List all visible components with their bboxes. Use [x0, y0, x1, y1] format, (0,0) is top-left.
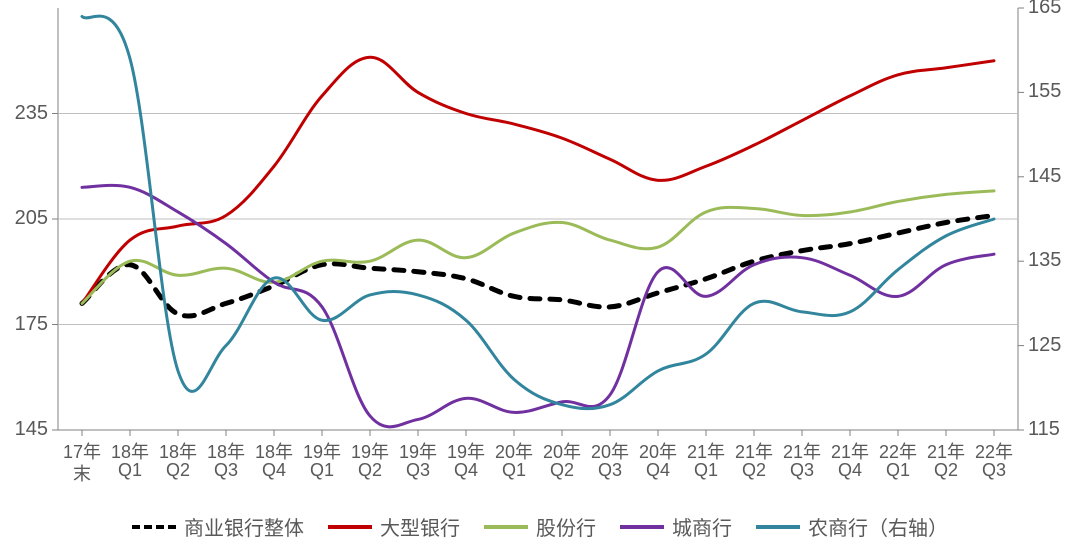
y-left-tick-label: 205: [15, 207, 48, 230]
y-right-tick-label: 145: [1028, 165, 1061, 188]
x-tick-label: Q4: [262, 460, 286, 481]
x-tick-label: Q3: [598, 460, 622, 481]
legend-item: 股份行: [484, 512, 596, 541]
x-tick-label: Q3: [790, 460, 814, 481]
x-tick-label: Q4: [646, 460, 670, 481]
x-tick-label: 末: [73, 460, 91, 486]
x-tick-label: Q1: [694, 460, 718, 481]
x-tick-label: Q1: [886, 460, 910, 481]
legend-swatch: [132, 525, 176, 529]
legend-swatch: [328, 525, 372, 529]
x-tick-label: Q2: [550, 460, 574, 481]
y-right-tick-label: 165: [1028, 0, 1061, 19]
y-left-tick-label: 235: [15, 102, 48, 125]
legend-item: 城商行: [620, 512, 732, 541]
x-tick-label: Q1: [310, 460, 334, 481]
legend-label: 股份行: [536, 512, 596, 541]
x-tick-label: Q2: [166, 460, 190, 481]
y-right-tick-label: 155: [1028, 80, 1061, 103]
chart-legend: 商业银行整体 大型银行 股份行 城商行 农商行（右轴）: [132, 512, 948, 541]
y-right-tick-label: 115: [1028, 418, 1060, 441]
x-tick-label: Q1: [118, 460, 142, 481]
x-tick-label: Q3: [982, 460, 1006, 481]
series-line: [82, 57, 994, 303]
legend-label: 城商行: [672, 512, 732, 541]
x-tick-label: Q3: [214, 460, 238, 481]
x-tick-label: Q4: [838, 460, 862, 481]
legend-item: 商业银行整体: [132, 512, 304, 541]
y-left-tick-label: 145: [15, 418, 48, 441]
chart-svg: [0, 0, 1080, 551]
legend-swatch: [756, 525, 800, 529]
x-tick-label: Q2: [358, 460, 382, 481]
legend-swatch: [620, 525, 664, 529]
y-left-tick-label: 175: [15, 313, 48, 336]
legend-item: 农商行（右轴）: [756, 512, 948, 541]
series-line: [82, 191, 994, 304]
x-tick-label: Q2: [934, 460, 958, 481]
series-line: [82, 16, 994, 409]
legend-swatch: [484, 525, 528, 529]
x-tick-label: Q1: [502, 460, 526, 481]
x-tick-label: Q4: [454, 460, 478, 481]
line-chart: 14517520523511512513514515516517年末18年Q11…: [0, 0, 1080, 551]
series-line: [82, 215, 994, 316]
y-right-tick-label: 125: [1028, 334, 1061, 357]
y-right-tick-label: 135: [1028, 249, 1061, 272]
legend-label: 商业银行整体: [184, 512, 304, 541]
x-tick-label: Q3: [406, 460, 430, 481]
legend-label: 农商行（右轴）: [808, 512, 948, 541]
x-tick-label: Q2: [742, 460, 766, 481]
legend-item: 大型银行: [328, 512, 460, 541]
legend-label: 大型银行: [380, 512, 460, 541]
